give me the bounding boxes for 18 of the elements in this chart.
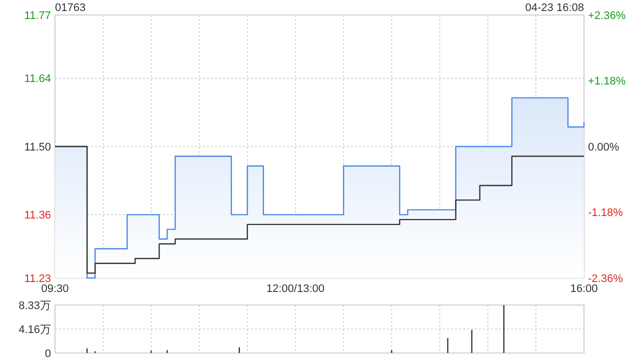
y-tick-label: 11.23 — [24, 272, 51, 285]
y-tick-label: 4.16万 — [18, 324, 51, 336]
chart-title: 01763 — [55, 2, 86, 14]
y2-tick-label: -2.36% — [588, 272, 624, 285]
y-tick-label: 8.33万 — [18, 300, 51, 312]
y-tick-label: 11.50 — [24, 141, 51, 154]
text: 04-23 16:08 — [525, 2, 584, 14]
y2-tick-label: 0.00% — [588, 141, 620, 154]
y-tick-label: 0 — [44, 348, 51, 360]
x-tick-label: 12:00/13:00 — [266, 283, 325, 295]
y-tick-label: 11.36 — [24, 210, 51, 222]
x-tick-label: 09:30 — [41, 283, 69, 295]
y2-tick-label: +2.36% — [588, 10, 626, 22]
y-tick-label: 11.64 — [24, 73, 51, 86]
x-tick-label: 16:00 — [570, 283, 598, 295]
y2-tick-label: +1.18% — [588, 76, 626, 88]
y2-tick-label: -1.18% — [588, 207, 624, 220]
y-tick-label: 11.77 — [24, 10, 51, 22]
